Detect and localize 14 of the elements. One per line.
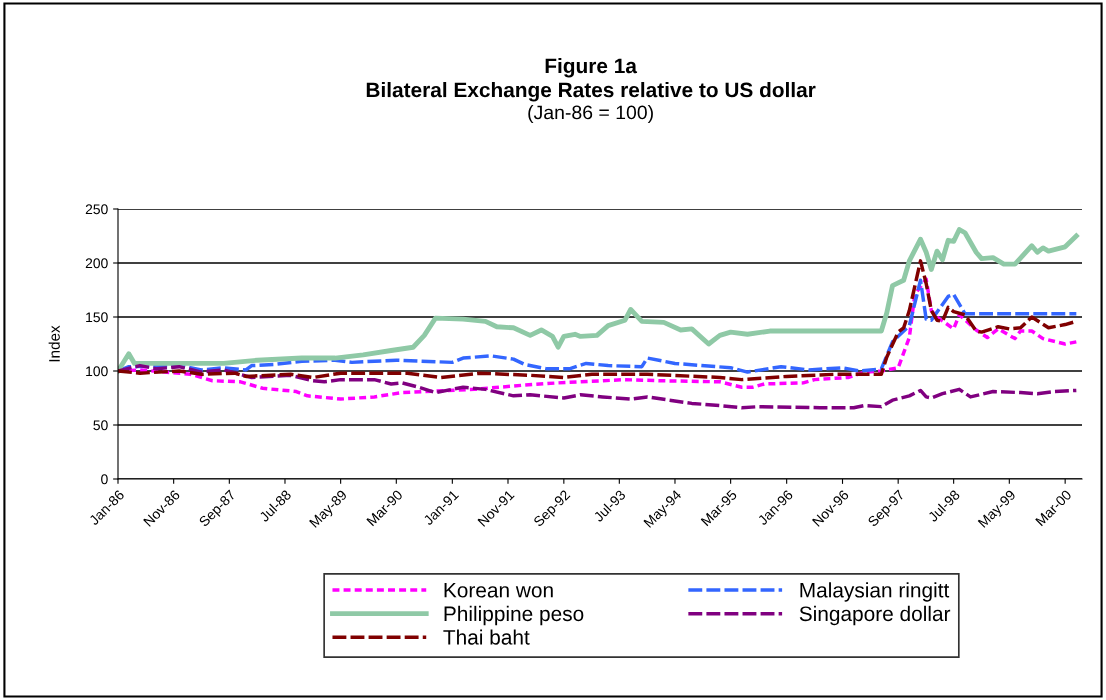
legend-label: Thai baht [443, 629, 530, 645]
y-tick-label: 100 [86, 366, 108, 377]
chart-title: Figure 1a Bilateral Exchange Rates relative to US dollar [366, 57, 816, 102]
legend-label: Korean won [444, 583, 553, 598]
y-axis-title: Index [48, 325, 60, 362]
chart-subtitle: (Jan-86 = 100) [528, 105, 653, 124]
y-tick-label: 150 [86, 312, 108, 323]
y-tick-label: 200 [85, 258, 108, 269]
y-tick-label: 50 [93, 420, 108, 431]
legend-label: Singapore dollar [799, 605, 951, 626]
y-tick-label: 0 [101, 474, 108, 485]
legend-label: Philippine peso [444, 605, 584, 626]
y-tick-label: 250 [85, 204, 108, 215]
legend-label: Malaysian ringitt [800, 582, 950, 602]
